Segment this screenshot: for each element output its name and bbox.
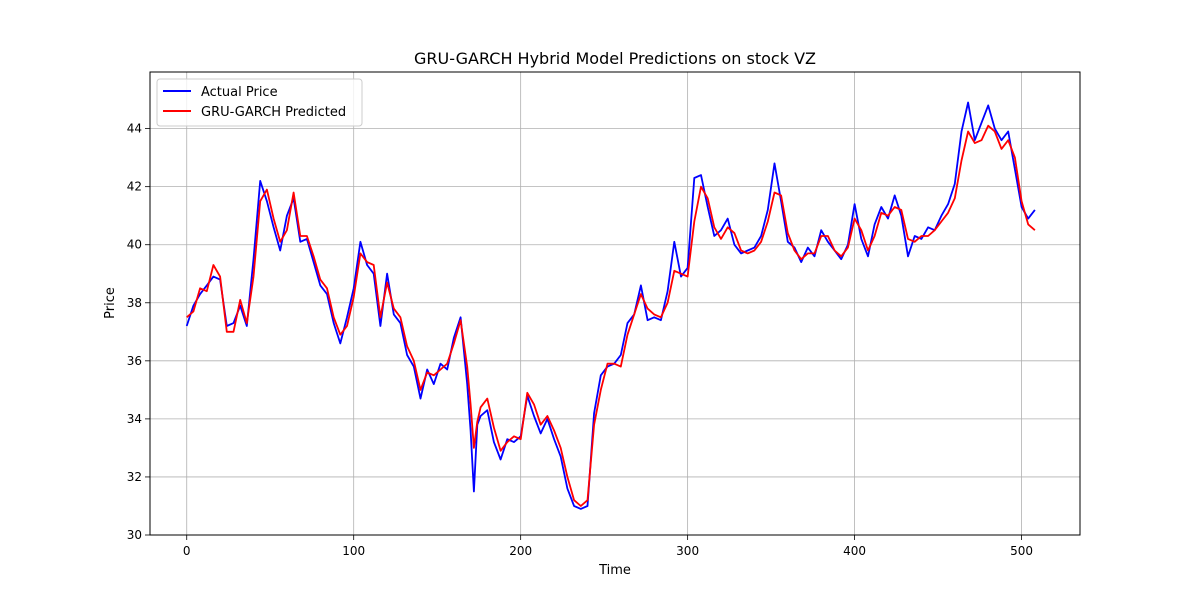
legend: Actual Price GRU-GARCH Predicted [156,78,363,127]
legend-label-actual-price: Actual Price [201,85,278,100]
y-tick-label: 38 [127,296,142,310]
axis-ticks: 0 100 200 300 400 500 30 32 34 36 38 40 42 44 [127,122,1033,558]
y-tick-label: 32 [127,470,142,484]
legend-label-gru-garch-predicted: GRU-GARCH Predicted [201,105,346,120]
y-tick-label: 30 [127,528,142,542]
plot-frame [149,71,1081,536]
series-line-actual-price [185,101,1036,510]
y-tick-label: 36 [127,354,142,368]
series-layer [185,101,1036,510]
x-axis-label: Time [598,563,631,578]
y-axis-label: Price [103,287,118,319]
series-line-gru-garch-predicted [186,124,1036,507]
x-tick-label: 400 [843,544,866,558]
x-tick-label: 0 [183,544,191,558]
y-tick-label: 40 [127,238,142,252]
y-tick-label: 34 [127,412,142,426]
y-tick-label: 42 [127,180,142,194]
x-tick-label: 200 [509,544,532,558]
y-tick-label: 44 [127,122,142,136]
legend-box [156,78,363,127]
x-tick-label: 500 [1010,544,1033,558]
x-tick-label: 100 [342,544,365,558]
x-tick-label: 300 [676,544,699,558]
chart-title: GRU-GARCH Hybrid Model Predictions on st… [414,49,816,68]
